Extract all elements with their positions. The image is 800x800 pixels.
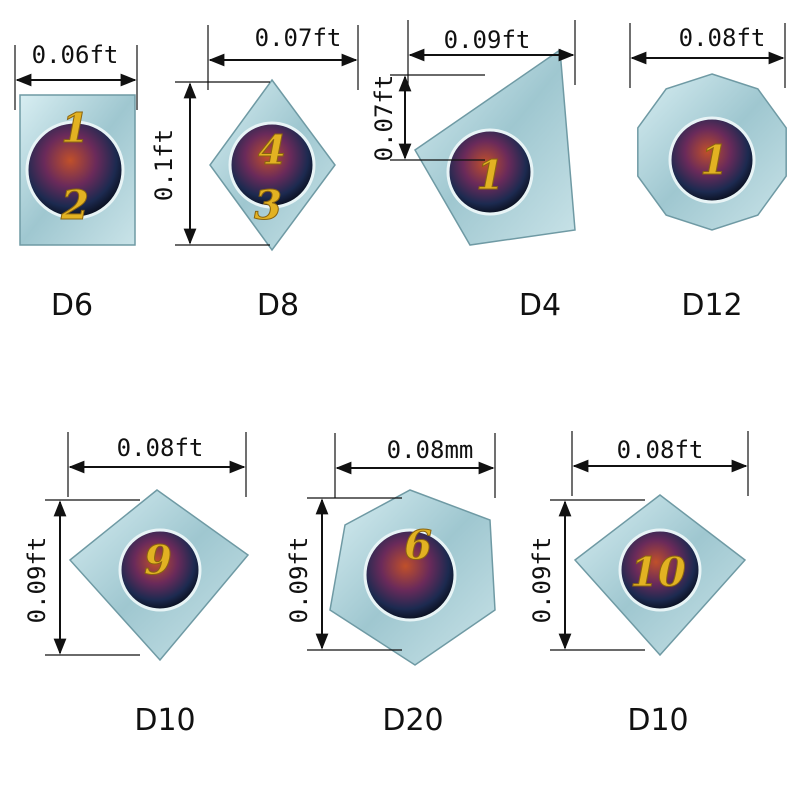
width-label: 0.08mm — [387, 436, 474, 464]
height-label: 0.09ft — [528, 537, 556, 624]
die-face-number: 1 — [700, 137, 728, 184]
die-face-number: 2 — [60, 182, 89, 229]
width-label: 0.09ft — [444, 26, 531, 54]
die: 9 — [68, 489, 250, 662]
die-core — [446, 128, 534, 216]
die-name: D8 — [257, 288, 299, 323]
die: 43 — [209, 78, 336, 252]
die: 1 — [637, 73, 787, 231]
die-face-number: 3 — [254, 182, 282, 229]
height-label: 0.1ft — [150, 129, 178, 201]
width-label: 0.08ft — [679, 24, 766, 52]
height-label: 0.09ft — [285, 537, 313, 624]
die-core — [228, 121, 316, 209]
die-name: D10 — [627, 703, 688, 738]
die-face-number: 4 — [258, 127, 286, 174]
die-name: D4 — [519, 288, 561, 323]
height-label: 0.07ft — [370, 75, 398, 162]
width-label: 0.07ft — [255, 24, 342, 52]
die-name: D12 — [681, 288, 742, 323]
die-core — [118, 528, 202, 612]
die: 10 — [573, 494, 747, 657]
die-face-number: 1 — [476, 152, 504, 199]
die-name: D6 — [51, 288, 93, 323]
die-face-number: 6 — [404, 522, 432, 569]
die-core — [668, 116, 756, 204]
height-label: 0.09ft — [23, 537, 51, 624]
width-label: 0.08ft — [117, 434, 204, 462]
die: 1 — [414, 48, 576, 246]
die: 6 — [329, 489, 496, 666]
die-face-number: 1 — [61, 105, 89, 152]
die-name: D10 — [134, 703, 195, 738]
die-core — [618, 528, 702, 612]
die: 12 — [19, 94, 136, 246]
die-core — [363, 528, 457, 622]
die-face-number: 9 — [144, 537, 172, 584]
die-core — [25, 120, 125, 220]
die-name: D20 — [382, 703, 443, 738]
width-label: 0.06ft — [32, 41, 119, 69]
die-face-number: 10 — [630, 549, 686, 596]
width-label: 0.08ft — [617, 436, 704, 464]
